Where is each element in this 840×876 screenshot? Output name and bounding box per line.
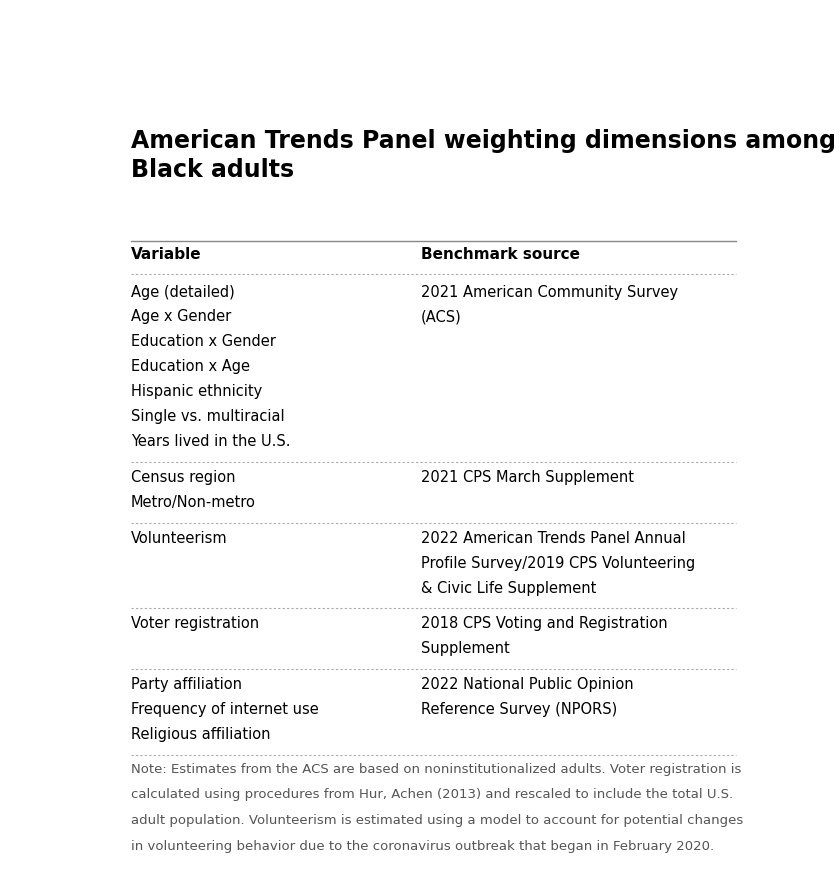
Text: American Trends Panel weighting dimensions among
Black adults: American Trends Panel weighting dimensio… [131,129,836,182]
Text: 2018 CPS Voting and Registration: 2018 CPS Voting and Registration [421,617,667,632]
Text: Age (detailed): Age (detailed) [131,285,235,300]
Text: Education x Gender: Education x Gender [131,335,276,350]
Text: Variable: Variable [131,247,202,262]
Text: in volunteering behavior due to the coronavirus outbreak that began in February : in volunteering behavior due to the coro… [131,840,714,852]
Text: Frequency of internet use: Frequency of internet use [131,702,319,717]
Text: Supplement: Supplement [421,641,510,656]
Text: Census region: Census region [131,470,235,485]
Text: Note: Estimates from the ACS are based on noninstitutionalized adults. Voter reg: Note: Estimates from the ACS are based o… [131,763,742,776]
Text: Volunteerism: Volunteerism [131,531,228,546]
Text: Voter registration: Voter registration [131,617,260,632]
Text: Hispanic ethnicity: Hispanic ethnicity [131,385,262,399]
Text: Profile Survey/2019 CPS Volunteering: Profile Survey/2019 CPS Volunteering [421,555,695,570]
Text: Single vs. multiracial: Single vs. multiracial [131,409,285,424]
Text: Party affiliation: Party affiliation [131,677,242,692]
Text: 2021 CPS March Supplement: 2021 CPS March Supplement [421,470,633,485]
Text: 2022 National Public Opinion: 2022 National Public Opinion [421,677,633,692]
Text: Metro/Non-metro: Metro/Non-metro [131,495,256,510]
Text: Religious affiliation: Religious affiliation [131,727,270,742]
Text: 2022 American Trends Panel Annual: 2022 American Trends Panel Annual [421,531,685,546]
Text: 2021 American Community Survey: 2021 American Community Survey [421,285,678,300]
Text: Age x Gender: Age x Gender [131,309,231,324]
Text: Years lived in the U.S.: Years lived in the U.S. [131,434,291,449]
Text: calculated using procedures from Hur, Achen (2013) and rescaled to include the t: calculated using procedures from Hur, Ac… [131,788,733,802]
Text: adult population. Volunteerism is estimated using a model to account for potenti: adult population. Volunteerism is estima… [131,814,743,827]
Text: Benchmark source: Benchmark source [421,247,580,262]
Text: Reference Survey (NPORS): Reference Survey (NPORS) [421,702,617,717]
Text: & Civic Life Supplement: & Civic Life Supplement [421,581,596,596]
Text: (ACS): (ACS) [421,309,461,324]
Text: Education x Age: Education x Age [131,359,250,374]
